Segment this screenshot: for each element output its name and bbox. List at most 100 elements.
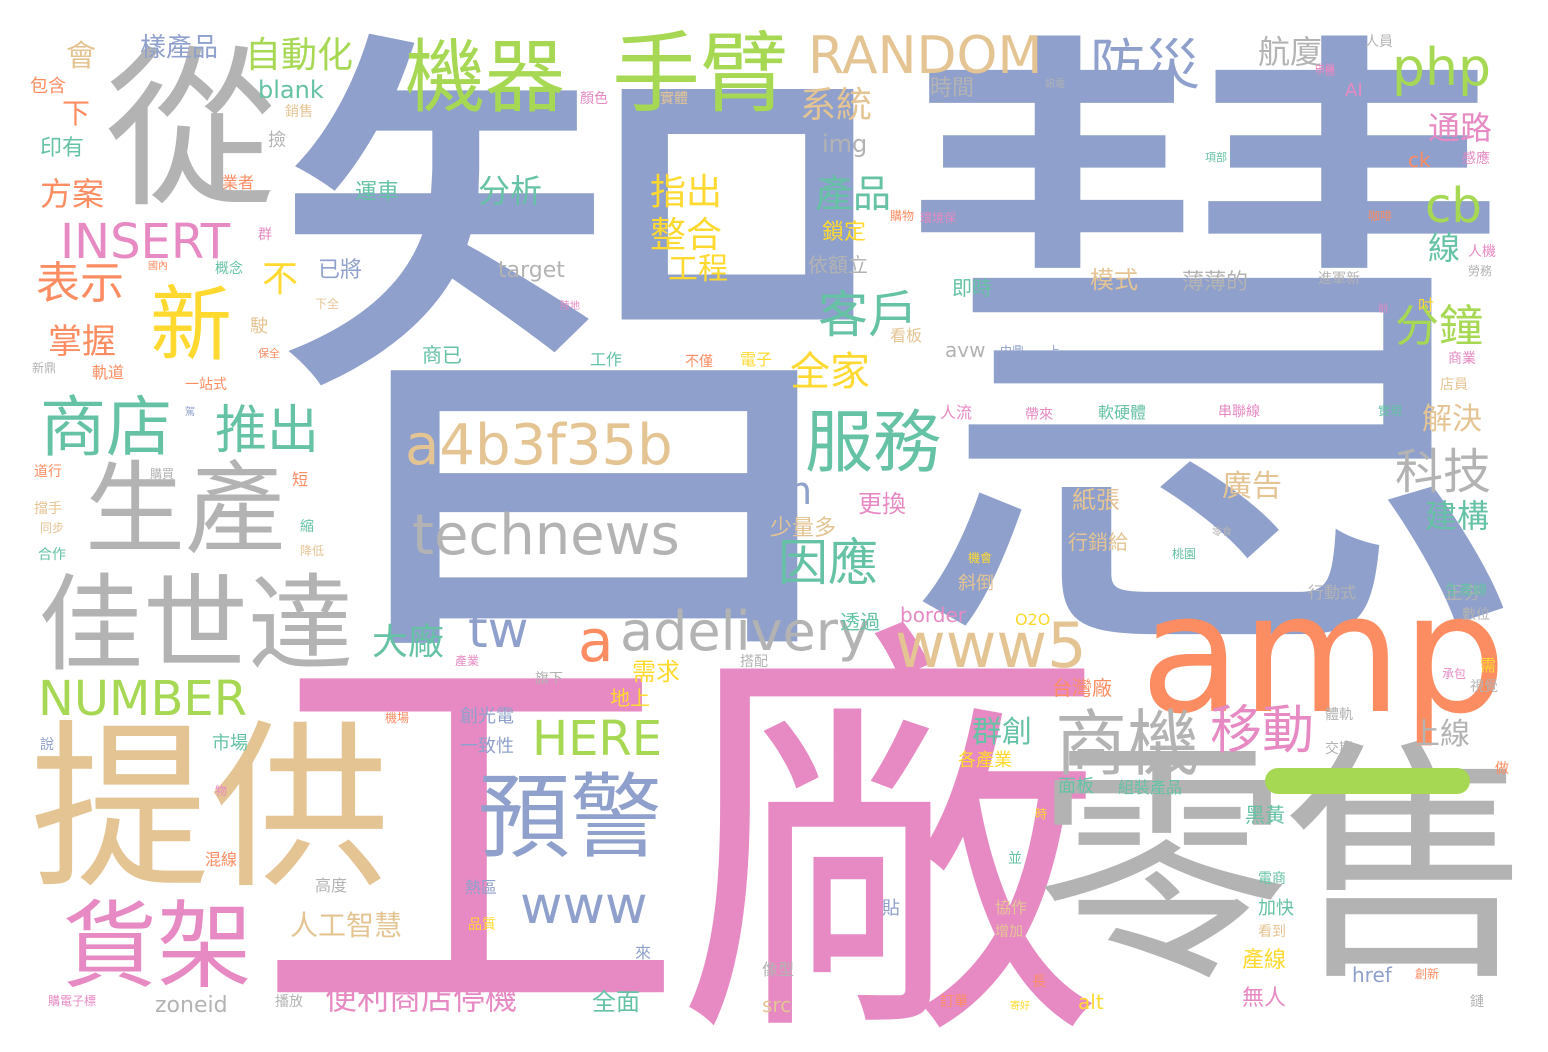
word-zhizhang: 紙張 xyxy=(1072,486,1120,514)
word-ganying: 感應 xyxy=(1462,151,1490,167)
word-cong: 從 xyxy=(105,30,277,231)
word-fangan: 方案 xyxy=(40,175,105,213)
word-touguo: 透過 xyxy=(840,610,880,634)
word-shengchanxian: 生產線 xyxy=(1445,583,1487,599)
word-tuichu: 推出 xyxy=(215,401,320,461)
word-shiti: 實體 xyxy=(660,91,688,107)
word-php: php xyxy=(1392,38,1491,98)
word-jiangou: 建構 xyxy=(1425,497,1490,535)
word-huanjingbao: 環境保 xyxy=(920,211,957,225)
word-dachang: 大廠 xyxy=(372,622,445,663)
word-kanban: 看板 xyxy=(890,326,923,345)
word-qian: 前 xyxy=(1378,304,1388,315)
word-gechanye: 各產業 xyxy=(958,750,1012,771)
word-yujing: 預警 xyxy=(478,764,663,871)
word-xingdongshi: 行動式 xyxy=(1308,583,1357,602)
word-quanjia: 全家 xyxy=(790,349,870,395)
word-dangshou: 擋手 xyxy=(34,501,62,517)
word-shang: 上 xyxy=(1048,344,1061,358)
word-tw: tw xyxy=(468,601,529,659)
word-jinjunxin: 進軍新 xyxy=(1318,271,1360,287)
word-laowu: 勞務 xyxy=(1468,264,1493,278)
word-zhongding: 中鼎 xyxy=(1000,344,1025,358)
word-amp: amp xyxy=(1140,558,1507,750)
word-lian: 鏈 xyxy=(1470,994,1484,1010)
word-dianyuan: 店員 xyxy=(1440,377,1468,393)
word-shuwei: 數位 xyxy=(1462,607,1490,623)
word-cun: 吋 xyxy=(1418,296,1435,315)
word-zuzhuang: 組裝產品 xyxy=(1118,778,1183,797)
word-zoneid: zoneid xyxy=(155,993,228,1018)
word-adelivery: adelivery xyxy=(620,600,870,663)
word-shijue: 視覺 xyxy=(1470,679,1498,695)
word-shichang: 市場 xyxy=(212,733,248,754)
word-guonei: 國內 xyxy=(148,261,168,272)
word-zidonghua: 自動化 xyxy=(245,35,354,76)
word-dapei: 搭配 xyxy=(740,654,768,670)
word-kandao: 看到 xyxy=(1258,924,1286,940)
word-xia: 下 xyxy=(62,97,91,130)
word-hezuo: 合作 xyxy=(38,547,66,563)
word-xiedao: 斜倒 xyxy=(958,573,994,594)
word-genghuan: 更換 xyxy=(858,490,906,518)
word-target: target xyxy=(498,258,565,283)
word-taiwanchang: 台灣廠 xyxy=(1052,676,1112,700)
word-zhongxing: 中興 xyxy=(1315,64,1335,75)
word-ruanying: 軟硬體 xyxy=(1098,403,1147,422)
word-shaoliangduo: 少量多 xyxy=(770,516,837,541)
word-chuangguang: 創光電 xyxy=(460,706,514,727)
word-yizhanshi: 一站式 xyxy=(185,377,227,393)
word-hui: 會 xyxy=(66,39,96,74)
word-chengbao: 承包 xyxy=(1442,667,1467,681)
word-insert: INSERT xyxy=(60,214,231,270)
word-xiezuo: 協作 xyxy=(995,898,1028,917)
word-shangdian: 商店 xyxy=(40,389,172,466)
word-jihui: 機會 xyxy=(968,551,993,565)
word-taoyuan: 桃園 xyxy=(1172,547,1197,561)
word-shixian: 實現 xyxy=(1378,404,1403,418)
word-www: www xyxy=(520,876,648,936)
word-jian: 撿 xyxy=(268,130,286,151)
word-goumai: 購買 xyxy=(150,467,175,481)
word-shi2: 時 xyxy=(1035,807,1048,821)
word-shuo: 說 xyxy=(40,737,54,753)
word-technews: technews xyxy=(412,503,680,568)
word-yunche: 運車 xyxy=(355,180,400,205)
word-bianli: 便利商店停機 xyxy=(325,979,518,1017)
word-biaoshi: 表示 xyxy=(36,258,124,309)
word-requ: 熱區 xyxy=(465,878,498,897)
word-zhenghang: 正夯 xyxy=(1445,583,1481,604)
word-dianshang: 電商 xyxy=(1258,871,1286,887)
word-keji: 科技 xyxy=(1395,444,1492,500)
word-shangye: 商業 xyxy=(1448,351,1476,367)
word-jiejue: 解決 xyxy=(1422,402,1482,437)
word-shoubi: 手臂 xyxy=(612,22,789,125)
word-zhihui: 智慧 xyxy=(262,0,1537,746)
word-fangzai: 防災 xyxy=(1090,33,1201,97)
word-moshi: 模式 xyxy=(1090,266,1138,294)
word-chumen: 出門 xyxy=(770,487,790,498)
word-shengchan: 生產 xyxy=(85,451,285,568)
word-chanpin: 產品 xyxy=(815,172,892,216)
word-xiaoshou: 銷售 xyxy=(285,104,313,120)
word-xiangxing: 像型 xyxy=(762,960,795,979)
word-xundian: 訊電 xyxy=(1045,79,1065,90)
word-number: NUMBER xyxy=(38,671,248,727)
word-zixun: 資訊 xyxy=(1050,77,1070,88)
word-shi: 駛 xyxy=(250,316,268,337)
word-quanmian: 全面 xyxy=(592,988,640,1016)
word-baoquan: 保全 xyxy=(258,347,280,360)
word-lingshi: 零食 xyxy=(1212,527,1232,538)
word-yinyou: 印有 xyxy=(40,136,85,161)
word-tie: 貼 xyxy=(882,898,900,919)
word-href: href xyxy=(1352,963,1392,987)
word-dailai: 帶來 xyxy=(1025,407,1053,423)
word-chang: 長 xyxy=(1032,974,1046,990)
word-jia: 駕 xyxy=(185,407,195,418)
word-zhenghe: 整合 xyxy=(650,215,723,256)
word-kehu: 客戶 xyxy=(818,286,918,344)
word-guidao: 軌道 xyxy=(92,363,125,382)
word-shangyi: 商已 xyxy=(422,343,462,367)
word-chanxian: 產線 xyxy=(1242,948,1287,973)
word-yijiang: 已將 xyxy=(318,258,363,283)
